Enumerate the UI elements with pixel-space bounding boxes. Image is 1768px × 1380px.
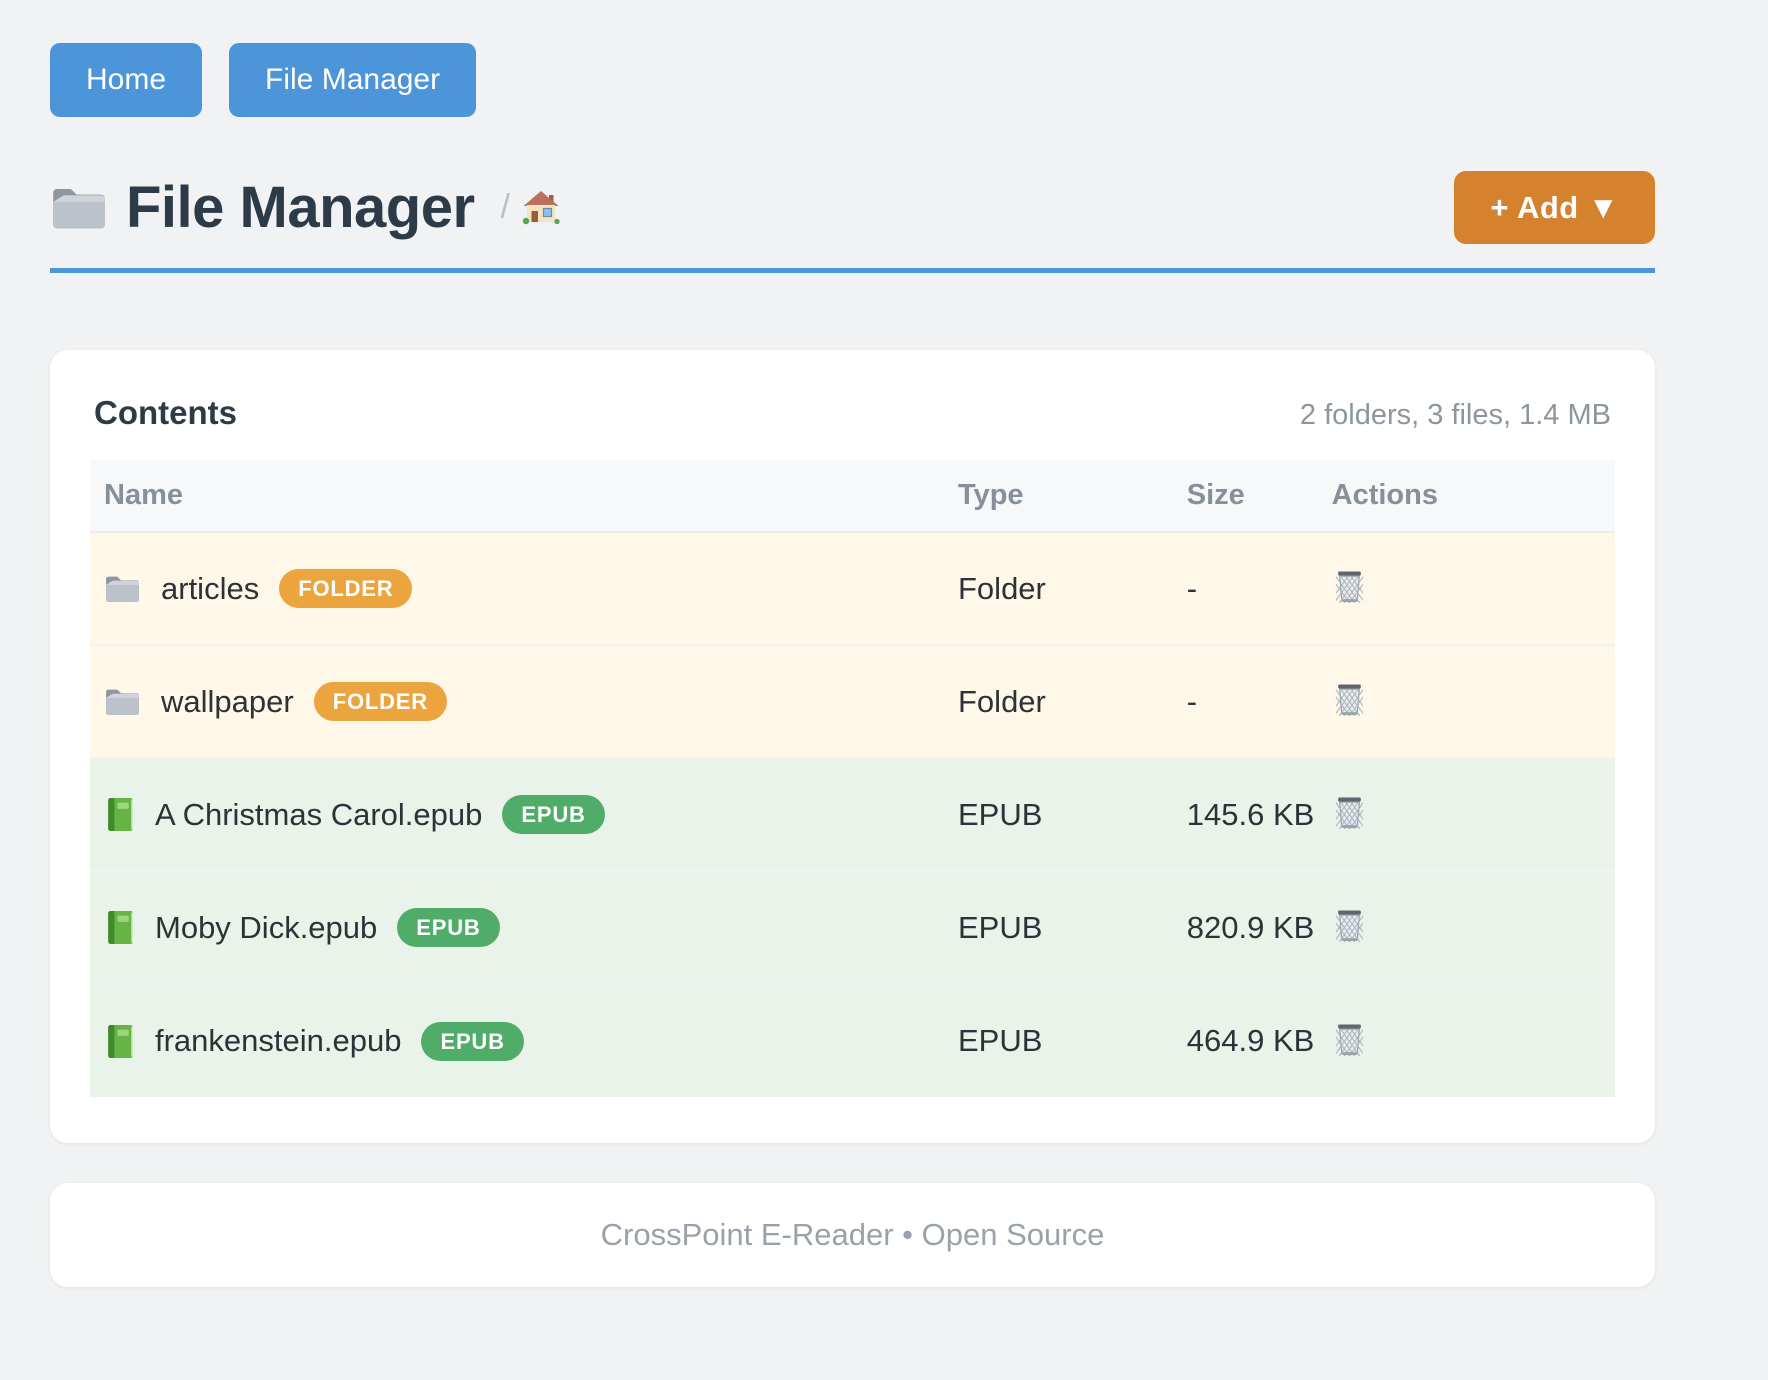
trash-icon — [1336, 683, 1363, 716]
top-nav: Home File Manager — [50, 0, 1655, 117]
green-book-icon — [104, 910, 135, 945]
green-book-icon — [104, 1024, 135, 1059]
file-table: Name Type Size Actions articles FOLDER — [90, 460, 1615, 1097]
name-cell: wallpaper FOLDER — [104, 682, 944, 721]
folder-icon — [104, 573, 141, 604]
house-icon — [522, 189, 560, 227]
epub-badge: EPUB — [502, 795, 605, 834]
actions-cell — [1318, 984, 1615, 1097]
file-name-link[interactable]: frankenstein.epub — [155, 1023, 402, 1058]
table-row: Moby Dick.epub EPUB EPUB 820.9 KB — [90, 871, 1615, 984]
folder-badge: FOLDER — [313, 682, 447, 721]
page: Home File Manager File Manager / + Add ▼… — [50, 0, 1655, 1287]
actions-cell — [1318, 871, 1615, 984]
file-name-link[interactable]: articles — [161, 570, 260, 606]
table-row: articles FOLDER Folder - — [90, 532, 1615, 645]
epub-badge: EPUB — [421, 1021, 524, 1061]
header-divider — [50, 268, 1655, 273]
trash-icon — [1336, 570, 1363, 603]
table-row: A Christmas Carol.epub EPUB EPUB 145.6 K… — [90, 758, 1615, 871]
table-header-row: Name Type Size Actions — [90, 460, 1615, 533]
nav-home-button[interactable]: Home — [50, 43, 203, 117]
file-name-link[interactable]: A Christmas Carol.epub — [155, 796, 483, 832]
file-name-link[interactable]: Moby Dick.epub — [155, 909, 378, 945]
name-cell: articles FOLDER — [104, 569, 944, 608]
type-cell: EPUB — [958, 796, 1043, 832]
type-cell: Folder — [958, 683, 1046, 719]
delete-button[interactable] — [1332, 679, 1367, 720]
size-cell: 145.6 KB — [1186, 796, 1315, 832]
type-cell: Folder — [958, 570, 1046, 606]
contents-title: Contents — [94, 394, 237, 431]
contents-card-header: Contents 2 folders, 3 files, 1.4 MB — [90, 394, 1615, 432]
column-header-name: Name — [90, 460, 944, 533]
name-cell: A Christmas Carol.epub EPUB — [104, 795, 944, 834]
contents-card: Contents 2 folders, 3 files, 1.4 MB Name… — [50, 350, 1655, 1143]
trash-icon — [1336, 1023, 1363, 1056]
add-button[interactable]: + Add ▼ — [1454, 171, 1655, 244]
delete-button[interactable] — [1332, 792, 1367, 833]
column-header-actions: Actions — [1317, 460, 1615, 533]
folder-icon — [50, 183, 108, 232]
table-row: frankenstein.epub EPUB EPUB 464.9 KB — [90, 984, 1615, 1097]
size-cell: 464.9 KB — [1186, 1023, 1315, 1058]
epub-badge: EPUB — [397, 908, 500, 947]
folder-icon — [104, 686, 141, 717]
column-header-type: Type — [944, 460, 1173, 533]
footer-text: CrossPoint E-Reader • Open Source — [600, 1217, 1105, 1252]
page-title: File Manager — [126, 175, 475, 240]
green-book-icon — [104, 797, 135, 832]
size-cell: - — [1186, 683, 1198, 719]
trash-icon — [1336, 796, 1363, 829]
breadcrumb-separator: / — [500, 188, 510, 226]
actions-cell — [1318, 645, 1615, 758]
name-cell: frankenstein.epub EPUB — [104, 1021, 944, 1061]
page-header: File Manager / + Add ▼ — [50, 171, 1655, 244]
table-row: wallpaper FOLDER Folder - — [90, 645, 1615, 758]
contents-summary: 2 folders, 3 files, 1.4 MB — [1299, 399, 1611, 431]
delete-button[interactable] — [1332, 905, 1367, 946]
footer: CrossPoint E-Reader • Open Source — [50, 1183, 1655, 1287]
size-cell: - — [1186, 570, 1198, 606]
actions-cell — [1318, 532, 1615, 645]
breadcrumb-home-link[interactable] — [522, 189, 560, 227]
folder-badge: FOLDER — [279, 569, 413, 608]
type-cell: EPUB — [958, 1023, 1043, 1058]
name-cell: Moby Dick.epub EPUB — [104, 908, 944, 947]
size-cell: 820.9 KB — [1186, 909, 1315, 945]
actions-cell — [1318, 758, 1615, 871]
title-group: File Manager / — [50, 174, 560, 241]
delete-button[interactable] — [1332, 1019, 1367, 1060]
column-header-size: Size — [1172, 460, 1318, 533]
type-cell: EPUB — [958, 909, 1043, 945]
file-name-link[interactable]: wallpaper — [161, 683, 294, 719]
delete-button[interactable] — [1332, 566, 1367, 607]
trash-icon — [1336, 909, 1363, 942]
nav-file-manager-button[interactable]: File Manager — [229, 43, 477, 117]
